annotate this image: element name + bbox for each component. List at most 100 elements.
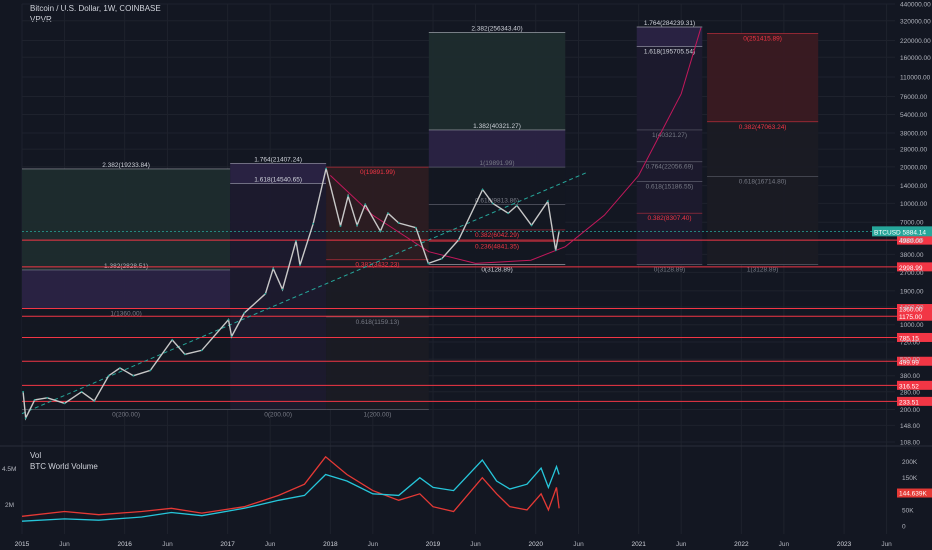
price-point <box>93 400 96 402</box>
volume-tick-label: 50K <box>902 507 914 514</box>
fib-level-label: 0.618(16714.80) <box>739 178 787 185</box>
fib-level-label: 1(200.00) <box>364 412 392 419</box>
support-tag <box>897 311 932 321</box>
fib-level-label: 0(19891.99) <box>360 169 395 176</box>
price-tick-label: 1900.00 <box>900 288 924 295</box>
price-tick-label: 2700.00 <box>900 270 924 277</box>
price-point <box>171 338 174 341</box>
fib-band <box>326 167 429 260</box>
volume-pane-title[interactable]: Vol <box>30 451 42 460</box>
volume-tick-label: 0 <box>902 524 906 531</box>
time-axis: 2015 Jun 2016 Jun 2017 Jun 2018 Jun 2019 Jun 2020 J… <box>15 541 892 548</box>
price-tick-label: 1000.00 <box>900 322 924 329</box>
volume-line-red <box>21 455 560 517</box>
price-tick-label: 148.00 <box>900 423 920 430</box>
price-point <box>457 239 460 241</box>
price-point <box>132 374 135 377</box>
fib-level-label: 0.618(15186.55) <box>646 183 694 190</box>
price-point <box>200 349 203 352</box>
time-tick-label: 2015 <box>15 541 30 548</box>
fib-level-label: 0(3128.89) <box>654 267 685 274</box>
price-tick-label: 10000.00 <box>900 201 927 208</box>
fib-band <box>428 32 566 130</box>
volume-last-tag <box>897 488 932 498</box>
price-tick-label: 520.00 <box>900 357 920 364</box>
volume-last-label: 144.639K <box>899 491 927 498</box>
price-tick-label: 7000.00 <box>900 220 924 227</box>
volume-indicator-label[interactable]: BTC World Volume <box>30 462 98 471</box>
fib-level-label: 0(3128.89) <box>481 267 512 274</box>
fib-level-label: 0(251415.89) <box>743 35 782 42</box>
price-tick-label: 280.00 <box>900 389 920 396</box>
trend-line <box>21 171 588 415</box>
price-point <box>281 288 284 291</box>
indicator-label[interactable]: VPVR <box>30 15 52 24</box>
support-tag <box>897 235 932 245</box>
support-tag <box>897 304 932 314</box>
price-point <box>24 417 27 419</box>
fib-band <box>230 163 327 184</box>
fib-level-label: 2.382(19233.84) <box>102 162 150 169</box>
volume-left-tick: 4.5M <box>2 466 16 473</box>
price-tick-label: 54000.00 <box>900 112 927 119</box>
price-point <box>339 225 342 227</box>
support-tag-label: 785.15 <box>899 335 919 342</box>
fib-level-label: 0.382(3432.23) <box>355 262 399 269</box>
price-point <box>515 204 518 207</box>
price-point <box>379 230 382 233</box>
price-point <box>46 396 49 399</box>
price-point <box>491 202 494 205</box>
fib-band <box>707 33 819 122</box>
price-tick-label: 200.00 <box>900 407 920 414</box>
time-tick-label: Jun <box>368 541 379 548</box>
price-point <box>481 188 484 191</box>
price-tick-label: 3800.00 <box>900 252 924 259</box>
price-point <box>299 264 301 267</box>
price-tick-label: 28000.00 <box>900 147 927 154</box>
price-point <box>397 222 400 224</box>
current-price-tag <box>872 226 932 237</box>
price-point <box>119 367 121 369</box>
fib-band <box>230 183 327 410</box>
price-point <box>554 249 557 252</box>
price-point <box>183 353 186 356</box>
time-tick-label: 2021 <box>631 541 646 548</box>
price-tick-label: 38000.00 <box>900 131 927 138</box>
support-tag <box>897 380 932 390</box>
support-tag-label: 4980.00 <box>899 238 923 245</box>
fib-band <box>22 168 231 270</box>
chart-title: Bitcoin / U.S. Dollar, 1W, COINBASE <box>30 4 161 13</box>
support-tag <box>897 332 932 342</box>
price-point <box>63 402 66 405</box>
price-point <box>295 240 297 242</box>
price-point <box>530 224 533 227</box>
price-point <box>230 335 233 338</box>
time-tick-label: 2016 <box>117 541 132 548</box>
price-point <box>312 222 315 225</box>
fib-level-label: 0(200.00) <box>112 412 140 419</box>
time-tick-label: Jun <box>59 541 70 548</box>
fib-level-label: 0.618(1159.13) <box>356 319 400 326</box>
fib-band <box>22 308 231 410</box>
price-point <box>427 262 430 265</box>
fib-level-label: 0.618(9813.86) <box>475 197 519 204</box>
price-tick-label: 76000.00 <box>900 94 927 101</box>
price-tick-label: 380.00 <box>900 373 920 380</box>
support-tag-label: 499.99 <box>899 359 919 366</box>
price-tick-label: 440000.00 <box>900 2 931 9</box>
price-tick-label: 1400.00 <box>900 304 924 311</box>
price-tick-label: 220000.00 <box>900 38 931 45</box>
price-tick-label: 108.00 <box>900 440 920 447</box>
support-tag-label: 233.51 <box>899 399 919 406</box>
time-tick-label: Jun <box>779 541 790 548</box>
fib-level-label: 0(200.00) <box>264 412 292 419</box>
price-point <box>227 318 230 321</box>
fib-band <box>707 121 819 265</box>
price-point <box>364 203 367 206</box>
price-point <box>149 369 152 372</box>
fib-band <box>428 129 566 168</box>
price-point <box>243 312 246 314</box>
